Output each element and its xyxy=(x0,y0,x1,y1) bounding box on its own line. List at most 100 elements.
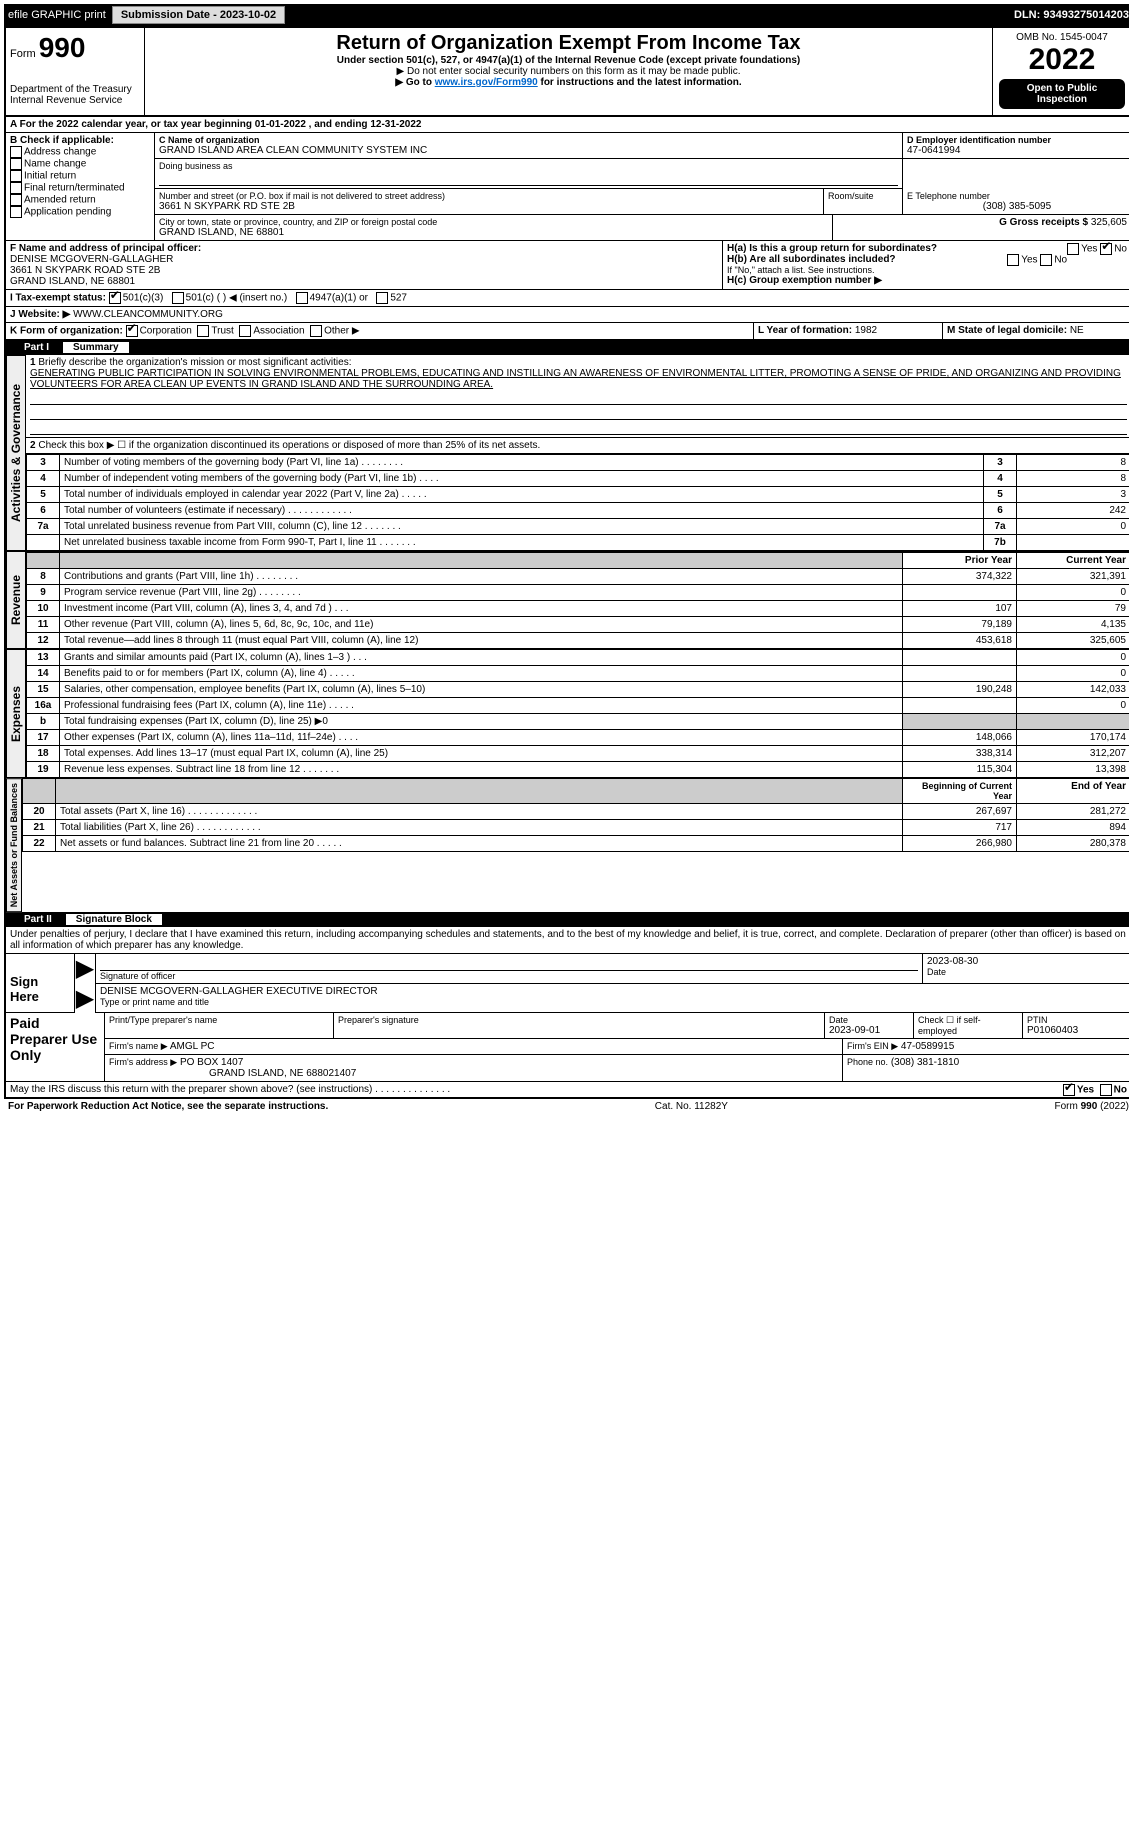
sig-date: 2023-08-30 xyxy=(927,956,1127,967)
line-text: Net assets or fund balances. Subtract li… xyxy=(56,836,903,852)
dept-label: Department of the Treasury xyxy=(10,84,140,95)
prior-value: 266,980 xyxy=(903,836,1017,852)
line-box: 6 xyxy=(984,503,1017,519)
form-word: Form xyxy=(10,48,36,60)
gross-receipts: 325,605 xyxy=(1091,217,1127,228)
sig-officer-label: Signature of officer xyxy=(100,971,918,981)
form-footer: Form 990 (2022) xyxy=(1055,1101,1129,1112)
arrow-icon: ▶ xyxy=(75,954,95,984)
current-value: 13,398 xyxy=(1017,762,1129,778)
checkbox-501c3[interactable] xyxy=(109,292,121,304)
prior-value: 79,189 xyxy=(903,617,1017,633)
part-1-title: Summary xyxy=(63,342,129,353)
goto-prefix: ▶ Go to xyxy=(395,77,434,88)
current-value: 280,378 xyxy=(1017,836,1129,852)
checkbox-527[interactable] xyxy=(376,292,388,304)
checkbox-4947[interactable] xyxy=(296,292,308,304)
period-row: A For the 2022 calendar year, or tax yea… xyxy=(6,117,1129,133)
self-employed-check[interactable]: Check ☐ if self-employed xyxy=(914,1013,1023,1039)
ein-value: 47-0641994 xyxy=(907,145,1127,156)
line-num: 7a xyxy=(27,519,60,535)
current-value: 0 xyxy=(1017,650,1129,666)
checkbox-hb-no[interactable] xyxy=(1040,254,1052,266)
ptin-value: P01060403 xyxy=(1027,1025,1127,1036)
line-value: 0 xyxy=(1017,519,1129,535)
part-2-title: Signature Block xyxy=(66,914,162,925)
prior-value: 338,314 xyxy=(903,746,1017,762)
goto-suffix: for instructions and the latest informat… xyxy=(538,77,742,88)
prep-date: 2023-09-01 xyxy=(829,1025,909,1036)
checkbox-corp[interactable] xyxy=(126,325,138,337)
mission-blank-1 xyxy=(30,390,1127,405)
checkbox-501c[interactable] xyxy=(172,292,184,304)
checkbox-trust[interactable] xyxy=(197,325,209,337)
prior-value: 115,304 xyxy=(903,762,1017,778)
checkbox-address-change[interactable] xyxy=(10,146,22,158)
period-text: A For the 2022 calendar year, or tax yea… xyxy=(10,119,421,130)
checkbox-discuss-no[interactable] xyxy=(1100,1084,1112,1096)
checkbox-amended[interactable] xyxy=(10,194,22,206)
checkbox-hb-yes[interactable] xyxy=(1007,254,1019,266)
line-num: 8 xyxy=(27,569,60,585)
ha-label: H(a) Is this a group return for subordin… xyxy=(727,243,937,254)
firm-name: AMGL PC xyxy=(170,1041,215,1052)
checkbox-ha-yes[interactable] xyxy=(1067,243,1079,255)
checkbox-discuss-yes[interactable] xyxy=(1063,1084,1075,1096)
irs-link[interactable]: www.irs.gov/Form990 xyxy=(435,77,538,88)
form-subtitle-1: Under section 501(c), 527, or 4947(a)(1)… xyxy=(149,55,988,66)
line-num: 22 xyxy=(23,836,56,852)
checkbox-initial-return[interactable] xyxy=(10,170,22,182)
line-num: 11 xyxy=(27,617,60,633)
activities-block: Activities & Governance 1 Briefly descri… xyxy=(6,355,1129,551)
info-block: B Check if applicable: Address change Na… xyxy=(6,133,1129,241)
prior-value: 107 xyxy=(903,601,1017,617)
line-num: 21 xyxy=(23,820,56,836)
line-text: Net unrelated business taxable income fr… xyxy=(60,535,984,551)
form-container: Form 990 Department of the Treasury Inte… xyxy=(4,26,1129,1099)
form-header: Form 990 Department of the Treasury Inte… xyxy=(6,28,1129,117)
current-value: 325,605 xyxy=(1017,633,1129,649)
line-num: 5 xyxy=(27,487,60,503)
top-bar: efile GRAPHIC print Submission Date - 20… xyxy=(4,4,1129,26)
checkbox-name-change[interactable] xyxy=(10,158,22,170)
current-value: 142,033 xyxy=(1017,682,1129,698)
sig-date-label: Date xyxy=(927,967,1127,977)
revenue-block: Revenue Prior Year Current Year 8 Contri… xyxy=(6,551,1129,649)
part-2-header: Part II Signature Block xyxy=(6,912,1129,927)
prep-name-label: Print/Type preparer's name xyxy=(109,1015,329,1025)
line-text: Total liabilities (Part X, line 26) . . … xyxy=(56,820,903,836)
pra-notice: For Paperwork Reduction Act Notice, see … xyxy=(8,1101,328,1112)
line-num: 4 xyxy=(27,471,60,487)
checkbox-final-return[interactable] xyxy=(10,182,22,194)
checkbox-pending[interactable] xyxy=(10,206,22,218)
checkbox-ha-no[interactable] xyxy=(1100,243,1112,255)
checkbox-other[interactable] xyxy=(310,325,322,337)
net-assets-block: Net Assets or Fund Balances Beginning of… xyxy=(6,778,1129,912)
year-formation: 1982 xyxy=(855,325,877,336)
current-value: 894 xyxy=(1017,820,1129,836)
line-num: 14 xyxy=(27,666,60,682)
officer-signature-line[interactable] xyxy=(100,956,918,971)
dln-label: DLN: 93493275014203 xyxy=(1014,9,1129,21)
submission-date-button[interactable]: Submission Date - 2023-10-02 xyxy=(112,6,285,24)
line-text: Total number of individuals employed in … xyxy=(60,487,984,503)
form-subtitle-2: ▶ Do not enter social security numbers o… xyxy=(149,66,988,77)
hb-note: If "No," attach a list. See instructions… xyxy=(727,265,1127,275)
open-public-badge: Open to Public Inspection xyxy=(999,79,1125,109)
f-label: F Name and address of principal officer: xyxy=(10,243,718,254)
prior-value xyxy=(903,714,1017,730)
end-year-header: End of Year xyxy=(1017,779,1129,804)
line-value xyxy=(1017,535,1129,551)
line-text: Total assets (Part X, line 16) . . . . .… xyxy=(56,804,903,820)
firm-phone: (308) 381-1810 xyxy=(891,1057,959,1068)
city-label: City or town, state or province, country… xyxy=(159,217,828,227)
prior-value: 453,618 xyxy=(903,633,1017,649)
line-text: Revenue less expenses. Subtract line 18 … xyxy=(60,762,903,778)
checkbox-assoc[interactable] xyxy=(239,325,251,337)
officer-h-block: F Name and address of principal officer:… xyxy=(6,241,1129,290)
line-1-label: Briefly describe the organization's miss… xyxy=(38,357,351,368)
line-text: Other expenses (Part IX, column (A), lin… xyxy=(60,730,903,746)
current-value: 79 xyxy=(1017,601,1129,617)
line-num: 12 xyxy=(27,633,60,649)
expenses-block: Expenses 13 Grants and similar amounts p… xyxy=(6,649,1129,778)
